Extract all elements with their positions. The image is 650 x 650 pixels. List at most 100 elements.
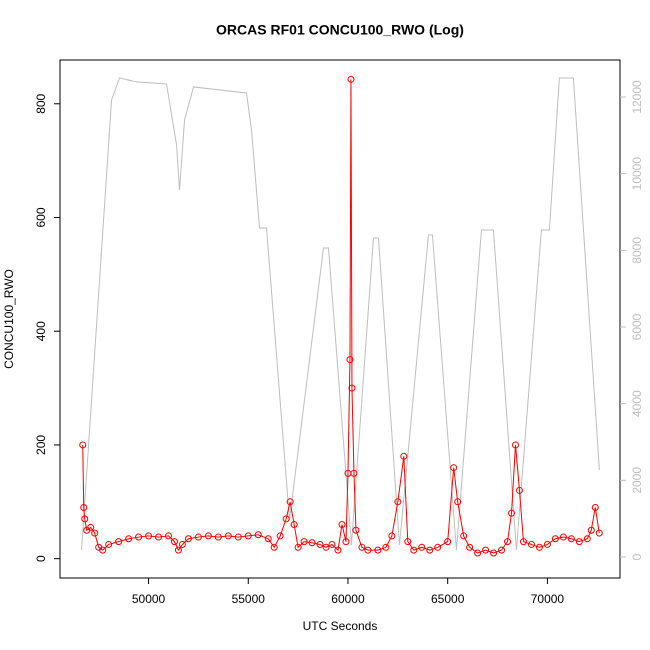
plot-frame [59,59,621,579]
data-point [174,546,182,554]
data-point [300,538,308,546]
x-tick-label: 70000 [531,592,565,606]
data-point [388,532,396,540]
data-point [515,486,523,494]
data-point [551,535,559,543]
data-point [308,539,316,547]
x-tick-label: 65000 [431,592,465,606]
y-tick-label: 200 [34,435,48,455]
y-tick-label: 600 [34,207,48,227]
data-point [194,533,202,541]
data-point [184,535,192,543]
data-point [394,498,402,506]
data-point [583,535,591,543]
data-point [244,532,252,540]
x-tick-label: 50000 [132,592,166,606]
data-point [80,503,88,511]
data-point [316,540,324,548]
data-point [527,540,535,548]
data-point [234,533,242,541]
y-tick-label: 800 [34,93,48,113]
data-point [286,498,294,506]
data-point [155,533,163,541]
data-point [290,521,298,529]
data-point [352,526,360,534]
data-point [587,526,595,534]
data-point [105,540,113,548]
y2-tick-label: 10000 [630,157,644,191]
data-point [81,515,89,523]
y2-tick-label: 12000 [630,80,644,114]
data-point [410,546,418,554]
data-point [490,549,498,557]
data-point [79,441,87,449]
x-tick-label: 60000 [331,592,365,606]
data-point [276,532,284,540]
data-point [254,531,262,539]
data-point [346,356,354,364]
data-point [358,543,366,551]
data-point [87,523,95,531]
x-tick-label: 55000 [232,592,266,606]
data-point [135,533,143,541]
data-point [204,532,212,540]
data-point [519,538,527,546]
data-point [328,540,336,548]
data-point [364,546,372,554]
data-point [334,546,342,554]
data-point [444,538,452,546]
data-point [543,540,551,548]
data-point [426,546,434,554]
y-tick-label: 0 [34,555,48,562]
data-point [508,509,516,517]
data-point [91,529,99,537]
data-point [145,532,153,540]
data-point [338,521,346,529]
data-point [270,543,278,551]
data-point [595,529,603,537]
data-point [264,535,272,543]
data-point [418,543,426,551]
data-point [400,452,408,460]
x-axis-label: UTC Seconds [303,619,378,633]
chart-title: ORCAS RF01 CONCU100_RWO (Log) [216,22,464,38]
data-point [322,543,330,551]
data-point [511,441,519,449]
data-point [559,533,567,541]
y2-tick-label: 4000 [630,390,644,417]
data-point [450,464,458,472]
data-point [498,546,506,554]
series-line [81,77,600,551]
data-point [466,543,474,551]
data-point [178,540,186,548]
data-point [474,549,482,557]
data-point [460,532,468,540]
data-point [115,538,123,546]
data-point [454,498,462,506]
data-point [294,543,302,551]
data-point [535,543,543,551]
data-point [374,546,382,554]
data-point [170,538,178,546]
data-point [164,532,172,540]
data-point [224,532,232,540]
data-point [482,546,490,554]
y2-tick-label: 6000 [630,313,644,340]
data-point [567,535,575,543]
data-point [125,535,133,543]
data-point [348,384,356,392]
data-point [347,75,355,83]
y2-tick-label: 0 [630,553,644,560]
y2-tick-label: 2000 [630,467,644,494]
data-point [575,538,583,546]
data-point [214,533,222,541]
data-point [282,515,290,523]
y-tick-label: 400 [34,321,48,341]
series-line [82,79,600,554]
data-point [99,546,107,554]
data-point [434,543,442,551]
y-axis-label: CONCU100_RWO [2,269,16,369]
data-point [342,538,350,546]
data-point [504,538,512,546]
